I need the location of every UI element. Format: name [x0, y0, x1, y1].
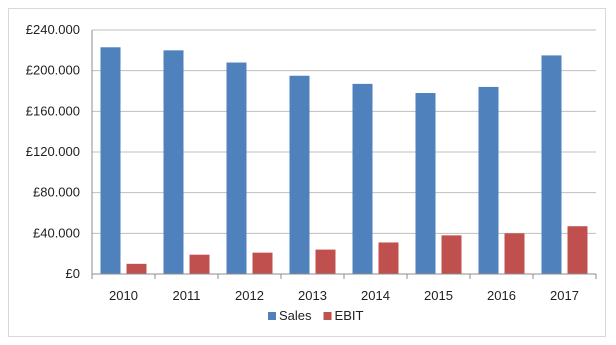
bar-ebit-2013	[315, 249, 336, 274]
bar-ebit-2016	[504, 233, 525, 274]
x-tick-label: 2013	[298, 288, 327, 303]
bar-sales-2013	[289, 75, 310, 274]
axes	[91, 30, 597, 279]
bar-ebit-2014	[378, 242, 399, 274]
y-tick-label: £80.000	[33, 185, 80, 200]
x-tick-label: 2010	[109, 288, 138, 303]
y-tick-label: £120.000	[26, 144, 80, 159]
x-tick-label: 2012	[235, 288, 264, 303]
bar-ebit-2010	[126, 263, 147, 274]
x-tick-label: 2016	[487, 288, 516, 303]
x-tick-label: 2015	[424, 288, 453, 303]
bar-ebit-2011	[189, 254, 210, 274]
legend-swatch-sales	[268, 312, 276, 320]
bar-sales-2014	[352, 83, 373, 274]
x-tick-label: 2011	[173, 288, 201, 303]
y-tick-label: £200.000	[26, 63, 80, 78]
bar-sales-2010	[100, 47, 121, 275]
x-tick-label: 2017	[550, 288, 579, 303]
y-tick-label: £40.000	[33, 225, 80, 240]
legend-label-ebit: EBIT	[335, 308, 364, 323]
bar-ebit-2015	[441, 235, 462, 274]
bar-sales-2015	[415, 93, 436, 275]
bar-sales-2016	[478, 86, 499, 274]
bar-ebit-2017	[567, 226, 588, 274]
bar-ebit-2012	[252, 252, 273, 274]
y-axis-tick-labels: £0 £40.000 £80.000 £120.000 £160.000 £200.000…	[26, 22, 80, 281]
bars	[100, 47, 588, 275]
bar-sales-2011	[163, 50, 184, 275]
y-tick-label: £240.000	[26, 22, 80, 37]
legend-label-sales: Sales	[279, 308, 312, 323]
bar-sales-2012	[226, 62, 247, 275]
x-tick-label: 2014	[361, 288, 390, 303]
y-tick-label: £0	[66, 266, 80, 281]
legend-swatch-ebit	[323, 312, 332, 320]
y-tick-label: £160.000	[26, 103, 80, 118]
x-axis-tick-labels: 2010 2011 2012 2013 2014 2015 2016 2017	[109, 288, 579, 303]
bar-sales-2017	[541, 55, 562, 274]
legend: Sales EBIT	[268, 308, 363, 323]
